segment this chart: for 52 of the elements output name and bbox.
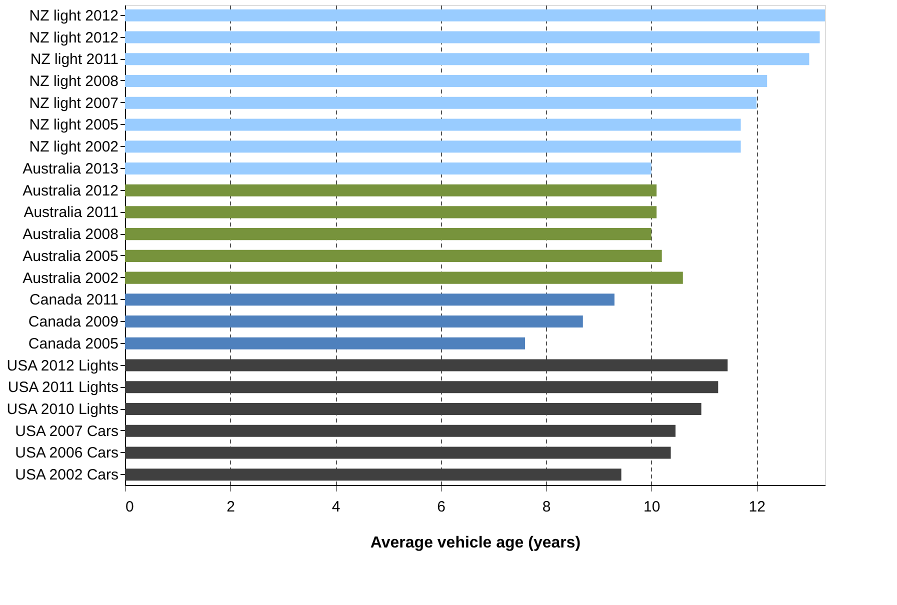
y-tick-label: Canada 2009 (28, 314, 118, 331)
y-tick-label: USA 2007 Cars (15, 422, 118, 440)
bar (125, 381, 718, 394)
bar (125, 468, 622, 481)
bar (125, 96, 757, 109)
bar (125, 162, 652, 174)
bar (125, 250, 662, 262)
bar (125, 337, 525, 350)
x-tick-label: 2 (226, 498, 235, 516)
x-tick-label: 10 (643, 498, 660, 516)
y-tick-label: Australia 2013 (22, 160, 118, 178)
bar (125, 446, 671, 459)
bar (125, 118, 741, 131)
y-tick-label: USA 2012 Lights (6, 357, 118, 374)
bar (125, 402, 702, 416)
x-tick-label: 8 (542, 498, 551, 516)
y-tick-label: USA 2002 Cars (15, 466, 118, 484)
x-tick-label: 6 (437, 498, 446, 516)
y-tick-label: Canada 2005 (28, 335, 118, 352)
bar (125, 272, 683, 284)
bar (125, 294, 614, 306)
bar (125, 184, 657, 196)
bar (125, 228, 652, 240)
x-tick-label: 12 (748, 498, 766, 516)
y-tick-label: NZ light 2008 (29, 72, 118, 90)
bar (125, 9, 825, 22)
bar (125, 140, 741, 153)
y-tick-label: NZ light 2012 (29, 7, 118, 24)
bar (125, 31, 820, 44)
y-tick-label: USA 2010 Lights (6, 401, 118, 418)
bar (125, 424, 676, 437)
y-tick-label: NZ light 2011 (30, 51, 118, 68)
x-tick-label: 0 (126, 498, 134, 516)
y-tick-label: USA 2011 Lights (8, 379, 118, 396)
bar (125, 316, 583, 328)
y-tick-label: Australia 2011 (24, 204, 118, 222)
y-tick-label: NZ light 2007 (29, 94, 118, 112)
bar (125, 206, 657, 218)
y-tick-label: NZ light 2012 (29, 29, 118, 46)
y-tick-label: Australia 2005 (22, 248, 118, 265)
bar (125, 53, 810, 66)
y-tick-label: NZ light 2002 (29, 138, 118, 156)
x-axis-title: Average vehicle age (years) (370, 534, 581, 552)
bar (125, 74, 768, 88)
y-tick-label: USA 2006 Cars (15, 444, 118, 462)
bar (125, 359, 728, 372)
y-tick-label: Australia 2008 (22, 226, 118, 244)
y-tick-label: Australia 2012 (22, 182, 118, 200)
y-tick-label: Canada 2011 (30, 292, 118, 309)
y-tick-label: NZ light 2005 (29, 116, 118, 134)
x-tick-label: 4 (332, 498, 340, 516)
y-tick-label: Australia 2002 (22, 270, 118, 287)
